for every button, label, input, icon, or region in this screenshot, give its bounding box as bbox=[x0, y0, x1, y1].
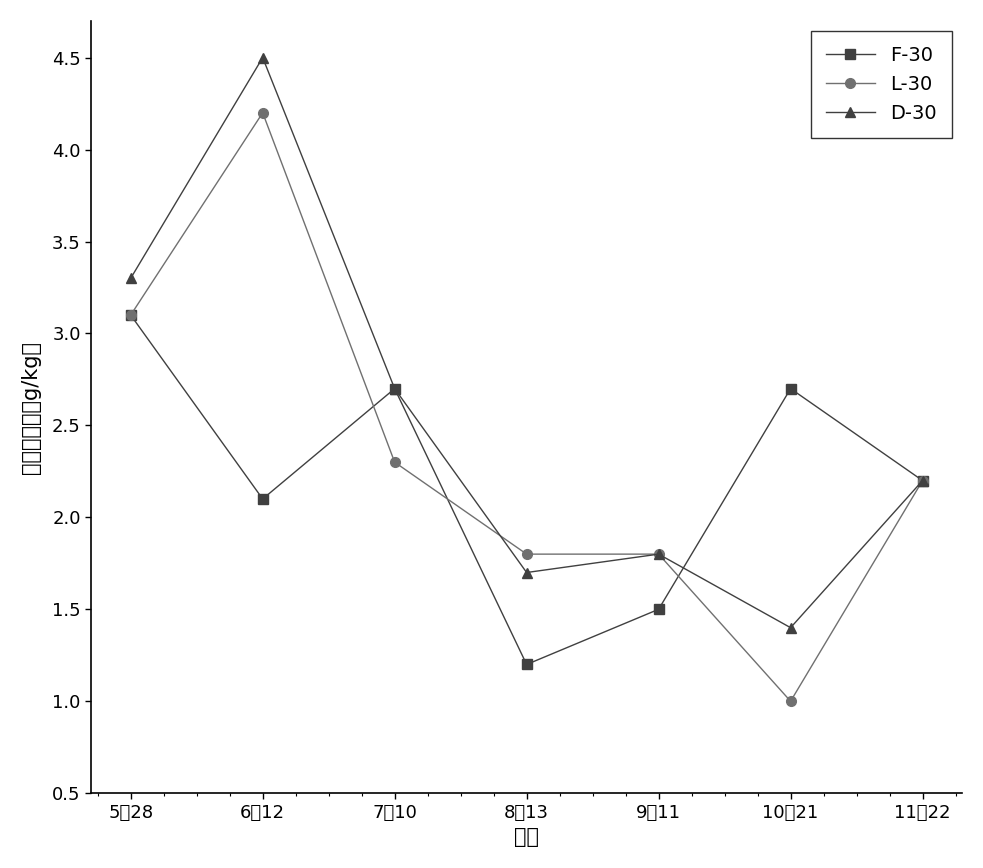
L-30 bbox=[125, 310, 137, 320]
Y-axis label: 土壤含盐量（g/kg）: 土壤含盐量（g/kg） bbox=[21, 340, 41, 474]
F-30 bbox=[257, 494, 268, 504]
D-30 bbox=[257, 52, 268, 62]
F-30 bbox=[917, 476, 929, 486]
D-30 bbox=[917, 476, 929, 486]
L-30 bbox=[784, 696, 796, 707]
D-30 bbox=[784, 622, 796, 633]
D-30 bbox=[653, 549, 665, 559]
L-30 bbox=[917, 476, 929, 486]
F-30 bbox=[653, 604, 665, 615]
L-30 bbox=[388, 457, 400, 467]
L-30 bbox=[257, 108, 268, 118]
F-30 bbox=[125, 310, 137, 320]
Legend: F-30, L-30, D-30: F-30, L-30, D-30 bbox=[811, 30, 953, 138]
X-axis label: 时间: 时间 bbox=[514, 827, 539, 847]
L-30 bbox=[521, 549, 533, 559]
Line: L-30: L-30 bbox=[126, 108, 927, 706]
Line: D-30: D-30 bbox=[126, 53, 927, 633]
F-30 bbox=[521, 660, 533, 670]
Line: F-30: F-30 bbox=[126, 310, 927, 669]
L-30 bbox=[653, 549, 665, 559]
D-30 bbox=[125, 273, 137, 284]
F-30 bbox=[784, 384, 796, 394]
F-30 bbox=[388, 384, 400, 394]
D-30 bbox=[521, 568, 533, 578]
D-30 bbox=[388, 384, 400, 394]
